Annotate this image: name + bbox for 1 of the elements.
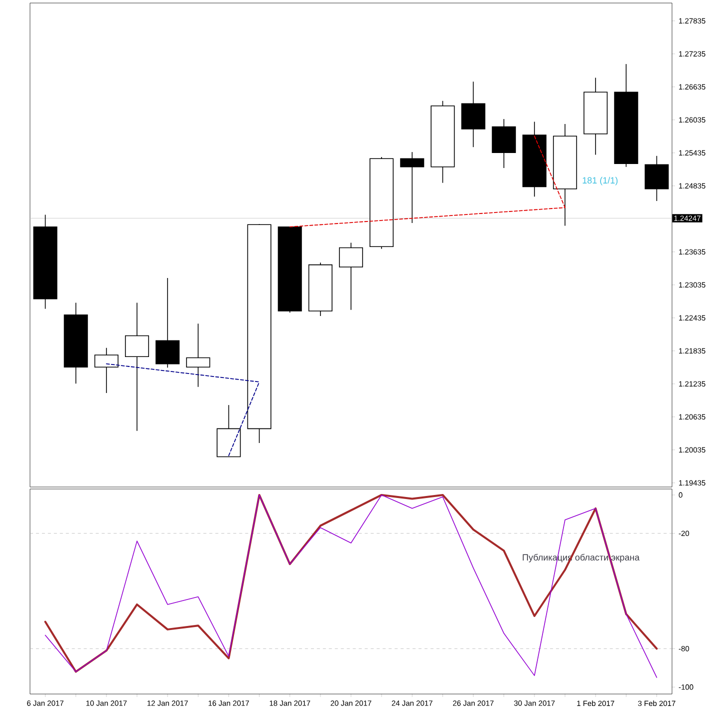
annotation: 181 (1/1) (582, 176, 618, 186)
